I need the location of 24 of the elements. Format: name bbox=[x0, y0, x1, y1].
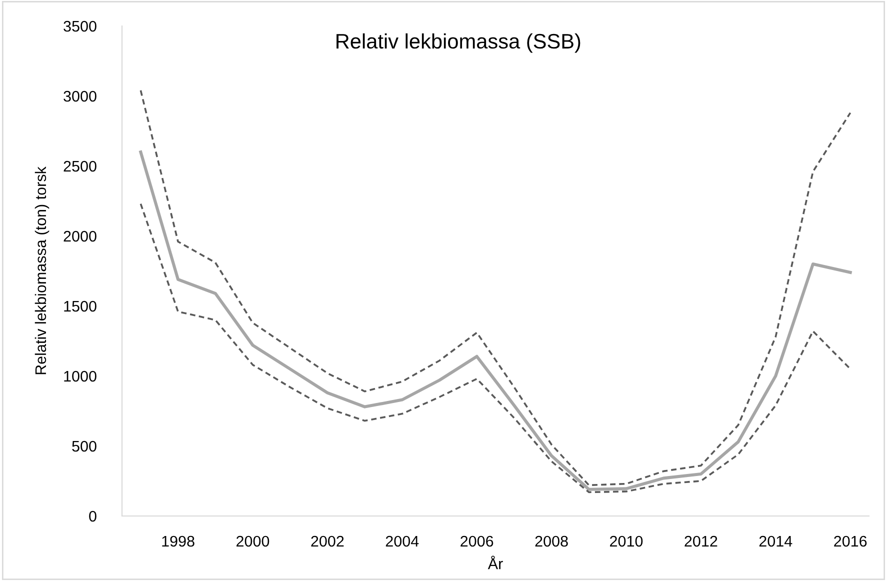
y-tick-label: 500 bbox=[72, 440, 96, 452]
x-tick-label: 2014 bbox=[759, 536, 792, 547]
x-axis-title: År bbox=[488, 556, 503, 570]
line-series bbox=[140, 202, 852, 494]
x-tick-label: 2012 bbox=[684, 536, 718, 547]
x-tick-label: 2000 bbox=[236, 536, 270, 547]
x-tick-label: 2006 bbox=[460, 536, 494, 547]
y-tick-label: 0 bbox=[89, 510, 96, 522]
y-tick-label: 2500 bbox=[64, 160, 96, 172]
x-tick-label: 2002 bbox=[311, 536, 344, 547]
y-tick-label: 3500 bbox=[64, 20, 96, 32]
y-tick-label: 1500 bbox=[64, 300, 96, 312]
y-tick-label: 3000 bbox=[64, 90, 96, 102]
x-tick-label: 2004 bbox=[386, 536, 419, 547]
chart-title: Relativ lekbiomassa (SSB) bbox=[336, 33, 580, 53]
x-tick-label: 2010 bbox=[610, 536, 643, 547]
x-tick-label: 1998 bbox=[162, 536, 194, 547]
x-tick-label: 2008 bbox=[535, 536, 568, 547]
line-series bbox=[140, 89, 852, 486]
y-axis-title: Relativ lekbiomassa (ton) torsk bbox=[34, 166, 50, 374]
y-tick-label: 1000 bbox=[64, 370, 96, 382]
line-series bbox=[139, 150, 852, 491]
y-tick-label: 2000 bbox=[64, 230, 96, 242]
x-tick-label: 2016 bbox=[834, 536, 867, 547]
